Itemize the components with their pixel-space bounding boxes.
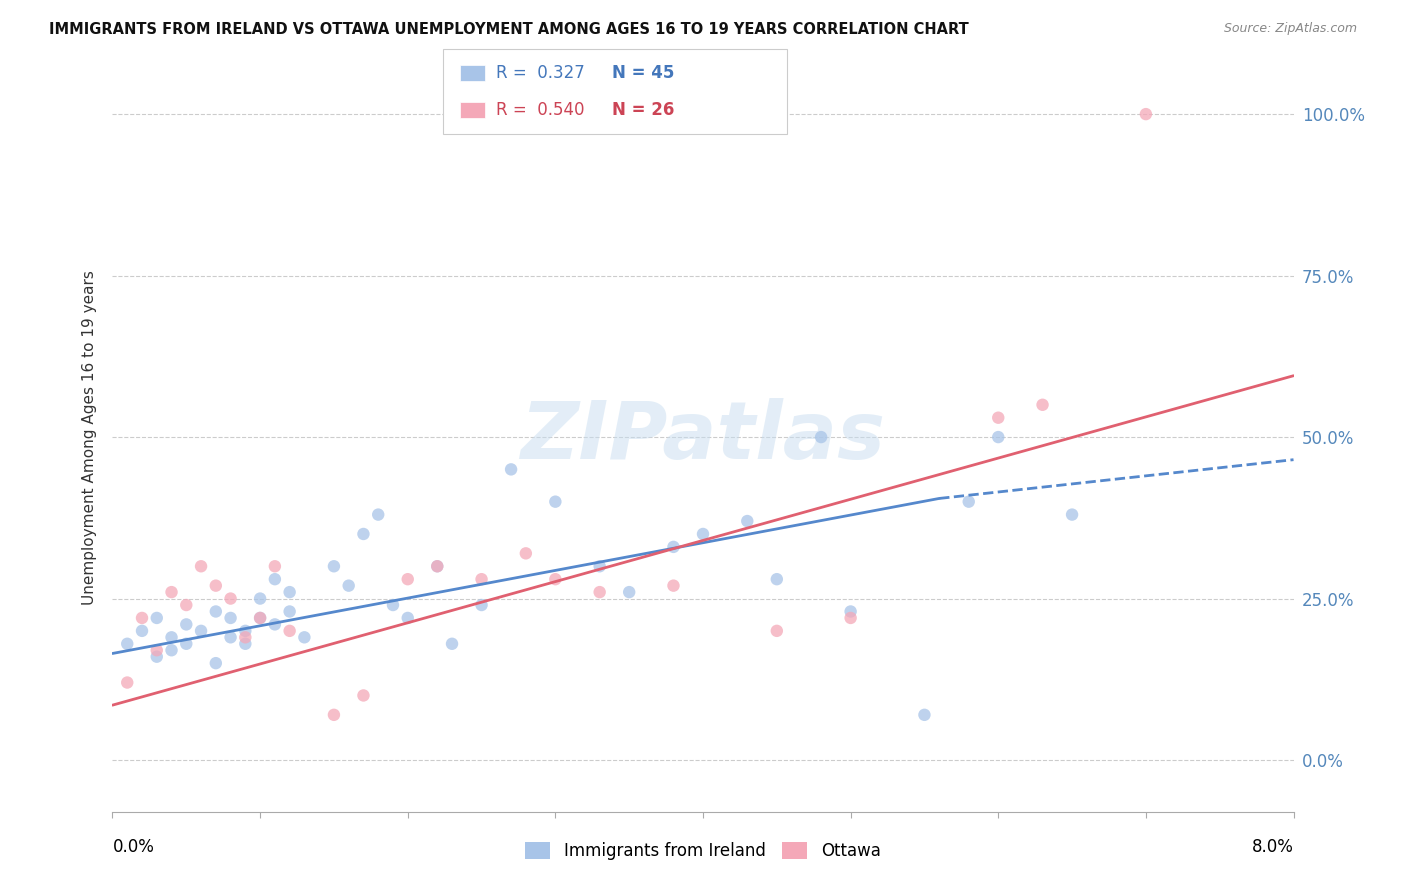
Text: ZIPatlas: ZIPatlas <box>520 398 886 476</box>
Point <box>292 630 315 644</box>
Point <box>264 617 287 632</box>
Point <box>160 585 183 599</box>
Point <box>544 572 567 586</box>
Point <box>662 579 685 593</box>
Point <box>441 637 464 651</box>
Text: 0.0%: 0.0% <box>112 838 155 855</box>
Point <box>323 559 346 574</box>
Point <box>249 611 271 625</box>
Point <box>131 611 153 625</box>
Point <box>396 572 419 586</box>
Point <box>471 598 494 612</box>
Point <box>839 605 862 619</box>
Text: Source: ZipAtlas.com: Source: ZipAtlas.com <box>1223 22 1357 36</box>
Point <box>692 527 714 541</box>
Point <box>588 585 610 599</box>
Point <box>190 624 212 638</box>
Point <box>1032 398 1054 412</box>
Point <box>337 579 360 593</box>
Legend: Immigrants from Ireland, Ottawa: Immigrants from Ireland, Ottawa <box>519 836 887 867</box>
Point <box>737 514 759 528</box>
Point <box>174 637 197 651</box>
Point <box>278 585 301 599</box>
Point <box>233 624 256 638</box>
Text: R =  0.327: R = 0.327 <box>496 64 585 82</box>
Point <box>352 527 374 541</box>
Point <box>160 630 183 644</box>
Point <box>957 494 980 508</box>
Point <box>264 559 287 574</box>
Point <box>839 611 862 625</box>
Point <box>278 605 301 619</box>
Point <box>174 617 197 632</box>
Point <box>249 611 271 625</box>
Point <box>987 430 1010 444</box>
Point <box>382 598 405 612</box>
Point <box>219 630 242 644</box>
Point <box>619 585 641 599</box>
Point <box>987 410 1010 425</box>
Point <box>146 643 169 657</box>
Point <box>765 572 787 586</box>
Point <box>146 611 169 625</box>
Point <box>1135 107 1157 121</box>
Point <box>501 462 523 476</box>
Point <box>190 559 212 574</box>
Point <box>352 689 374 703</box>
Point <box>146 649 169 664</box>
Point <box>131 624 153 638</box>
Point <box>662 540 685 554</box>
Text: N = 26: N = 26 <box>612 101 673 119</box>
Y-axis label: Unemployment Among Ages 16 to 19 years: Unemployment Among Ages 16 to 19 years <box>82 269 97 605</box>
Point <box>765 624 787 638</box>
Point <box>367 508 389 522</box>
Point <box>588 559 610 574</box>
Point <box>914 707 936 722</box>
Point <box>117 675 138 690</box>
Point <box>205 579 228 593</box>
Text: IMMIGRANTS FROM IRELAND VS OTTAWA UNEMPLOYMENT AMONG AGES 16 TO 19 YEARS CORRELA: IMMIGRANTS FROM IRELAND VS OTTAWA UNEMPL… <box>49 22 969 37</box>
Point <box>233 630 256 644</box>
Point <box>278 624 301 638</box>
Point <box>323 707 346 722</box>
Point <box>810 430 832 444</box>
Point <box>426 559 449 574</box>
Point <box>174 598 197 612</box>
Point <box>249 591 271 606</box>
Point <box>205 605 228 619</box>
Point <box>160 643 183 657</box>
Point <box>544 494 567 508</box>
Point <box>205 656 228 670</box>
Point <box>219 611 242 625</box>
Point <box>515 546 537 560</box>
Point <box>426 559 449 574</box>
Point <box>471 572 494 586</box>
Point <box>396 611 419 625</box>
Point <box>117 637 138 651</box>
Text: N = 45: N = 45 <box>612 64 673 82</box>
Point <box>264 572 287 586</box>
Point <box>1062 508 1084 522</box>
Point <box>219 591 242 606</box>
Text: 8.0%: 8.0% <box>1251 838 1294 855</box>
Text: R =  0.540: R = 0.540 <box>496 101 585 119</box>
Point <box>233 637 256 651</box>
